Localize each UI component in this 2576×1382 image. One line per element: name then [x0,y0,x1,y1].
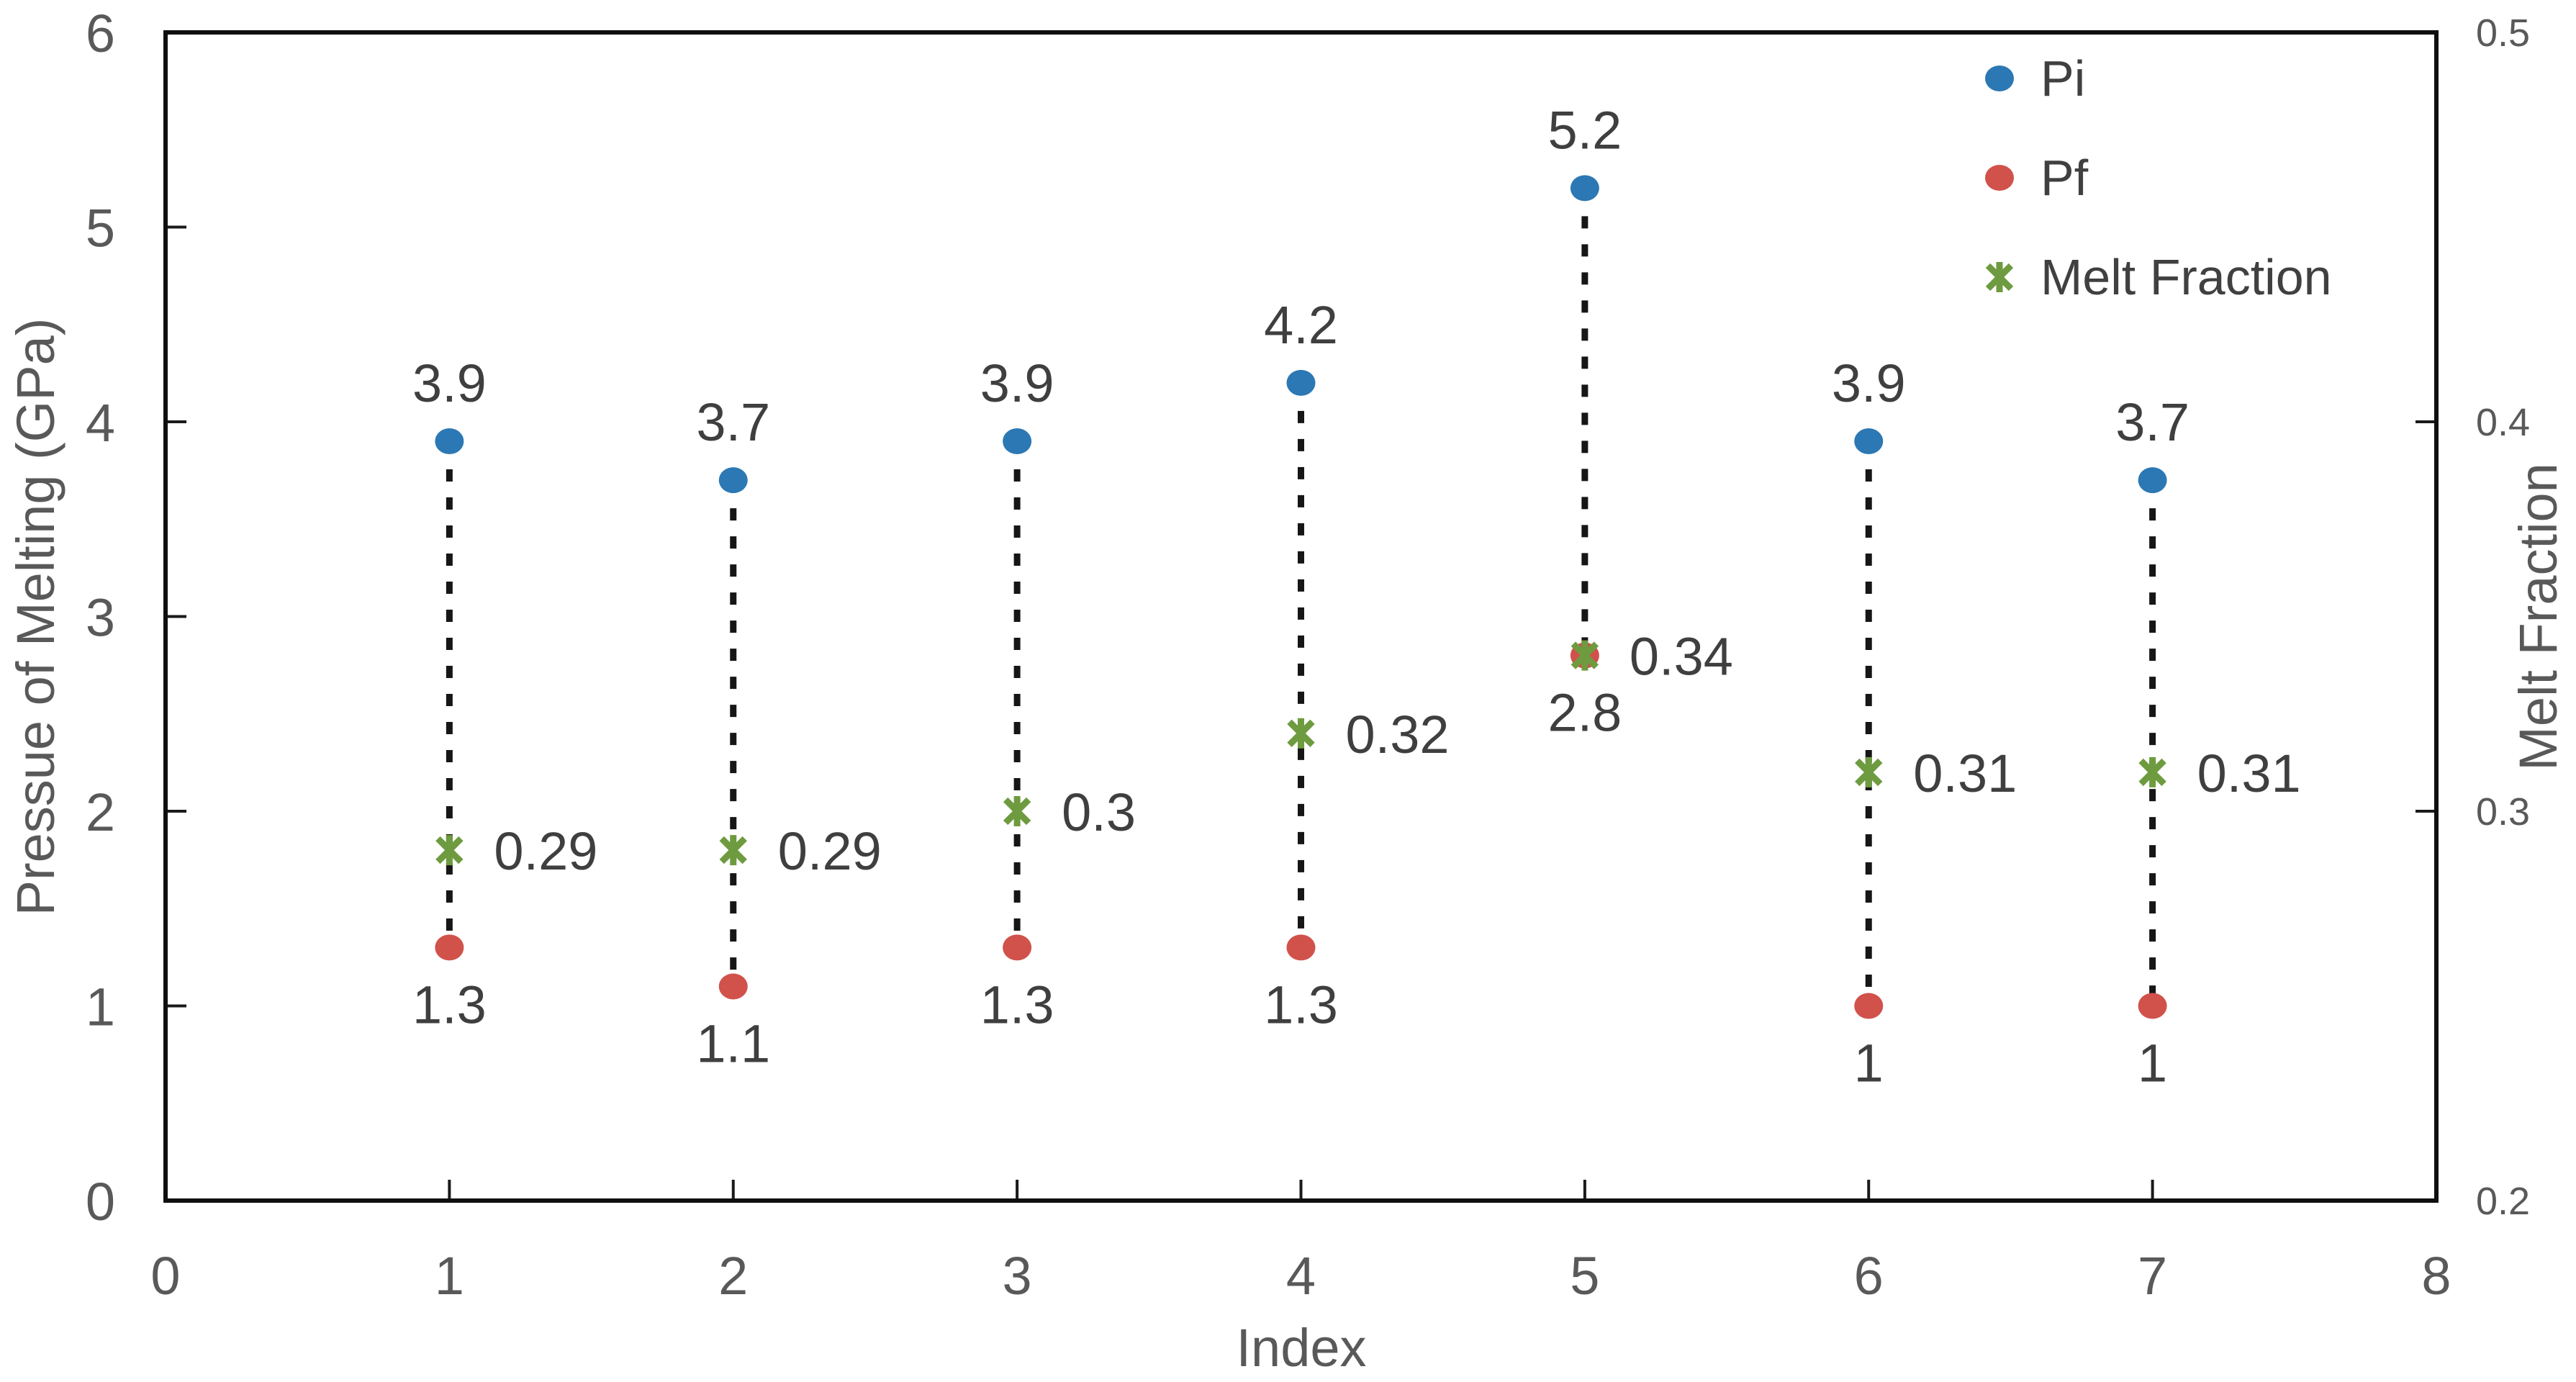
x-tick-label: 6 [1854,1246,1884,1306]
pi-legend-marker-icon [1985,66,2014,91]
melt-fraction-label: 0.3 [1062,782,1136,842]
melt-fraction-label: 0.29 [494,821,597,881]
melt-fraction-marker [1287,718,1315,749]
y-left-tick-label: 0 [86,1172,115,1232]
pi-label: 4.2 [1264,295,1338,355]
melt-fraction-legend-marker-icon [1985,262,2014,292]
pf-label: 2.8 [1547,683,1622,743]
pi-marker [435,428,464,455]
legend-label-pi: Pi [2041,50,2085,107]
pi-label: 3.9 [1832,353,1906,413]
x-axis-title: Index [1236,1318,1366,1378]
melt-fraction-label: 0.34 [1630,627,1733,687]
pf-label: 1.3 [412,975,487,1034]
pi-label: 3.9 [412,353,487,413]
pf-marker [435,934,464,961]
melt-fraction-marker [719,835,747,866]
pf-marker [718,973,748,1000]
x-tick-label: 4 [1286,1246,1316,1306]
legend-item-melt-fraction: Melt Fraction [1985,249,2332,305]
melt-fraction-marker [1855,757,1883,787]
legend-label-pf: Pf [2041,150,2089,206]
pi-marker [1003,428,1032,455]
pf-legend-marker-icon [1985,165,2014,191]
pi-marker [718,467,748,494]
x-tick-label: 3 [1003,1246,1032,1306]
pi-marker [1286,369,1316,396]
y-left-tick-label: 4 [86,393,115,453]
pf-label: 1 [1854,1034,1884,1093]
x-tick-label: 5 [1570,1246,1599,1306]
pf-marker [2138,993,2167,1019]
series-layer: 3.9 1.3 0.29 3.7 1.1 0.29 3.9 1.3 0.3 4.2 1.3 0.32 5… [412,100,2301,1093]
pf-marker [1854,993,1884,1019]
melt-fraction-marker [1003,796,1031,826]
x-tick-label: 2 [718,1246,748,1306]
y-right-tick-label: 0.4 [2476,401,2530,444]
pi-marker [1854,428,1884,455]
pi-label: 3.9 [980,353,1054,413]
legend-label-melt-fraction: Melt Fraction [2041,249,2332,305]
y-left-tick-label: 3 [86,588,115,648]
y-left-tick-label: 5 [86,199,115,258]
melt-fraction-label: 0.31 [1913,744,2017,803]
y-axis-title-right: Melt Fraction [2508,463,2568,771]
pf-label: 1.3 [980,975,1054,1034]
y-left-tick-label: 1 [86,977,115,1037]
legend: Pi Pf Melt Fraction [1985,50,2332,305]
x-tick-label: 7 [2138,1246,2167,1306]
axis-ticks: 0 1 2 3 4 5 6 0 1 2 3 4 5 6 7 8 0.2 0.3 0.4 0.5 [86,4,2530,1306]
y-left-tick-label: 2 [86,782,115,842]
pi-label: 3.7 [2115,392,2189,452]
pf-label: 1.1 [696,1013,770,1073]
legend-item-pf: Pf [1985,150,2089,206]
y-axis-title-left: Pressue of Melting (GPa) [6,318,65,916]
pi-marker [1570,175,1599,202]
y-right-tick-label: 0.2 [2476,1180,2530,1223]
melt-fraction-label: 0.32 [1346,705,1450,764]
pi-marker [2138,467,2167,494]
pi-label: 3.7 [696,392,770,452]
x-tick-label: 8 [2421,1246,2451,1306]
legend-item-pi: Pi [1985,50,2085,107]
melt-fraction-marker [435,835,464,866]
plot-area-border [163,30,2439,1203]
melt-fraction-marker [1571,640,1599,671]
melt-fraction-label: 0.31 [2197,744,2301,803]
x-tick-label: 0 [150,1246,180,1306]
y-left-tick-label: 6 [86,4,115,63]
x-tick-label: 1 [435,1246,464,1306]
y-right-tick-label: 0.5 [2476,12,2530,55]
pf-marker [1003,934,1032,961]
pf-marker [1286,934,1316,961]
pf-label: 1 [2138,1034,2167,1093]
melt-fraction-label: 0.29 [778,821,882,881]
pf-label: 1.3 [1264,975,1338,1034]
melt-fraction-marker [2138,757,2166,787]
y-right-tick-label: 0.3 [2476,790,2530,834]
pi-label: 5.2 [1547,100,1622,160]
